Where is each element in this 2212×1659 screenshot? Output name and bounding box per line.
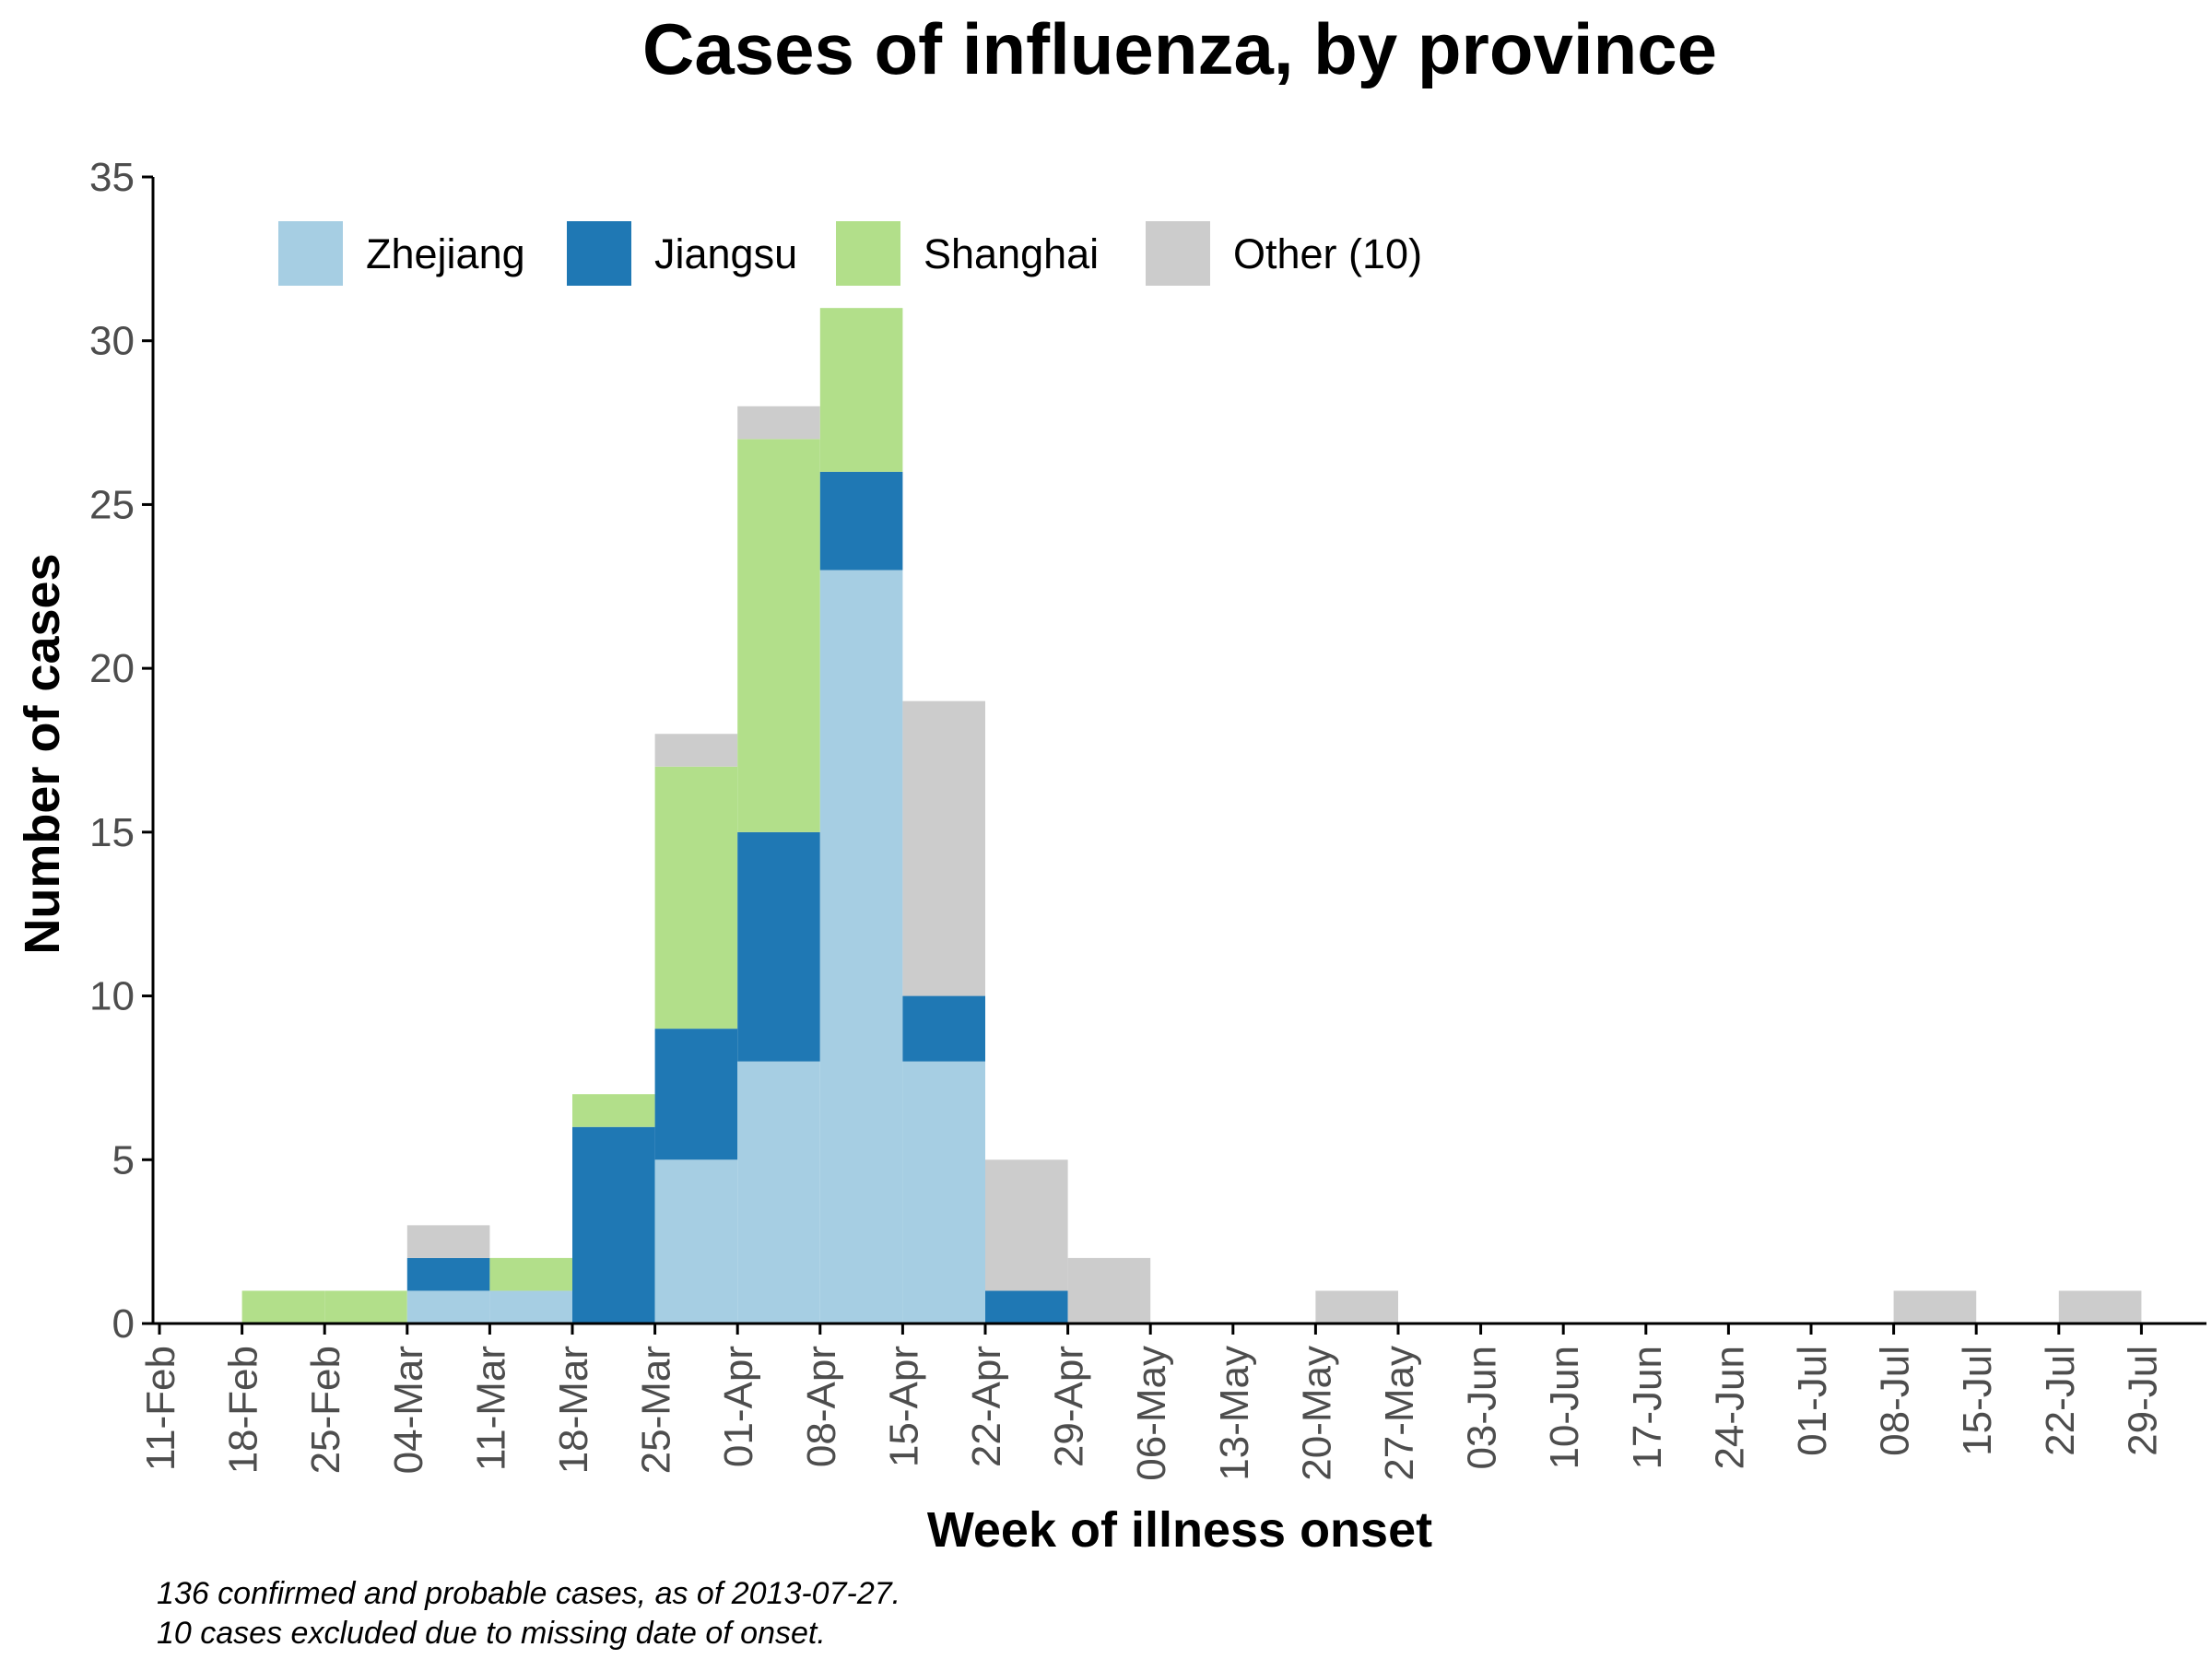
- x-axis-ticks: 11-Feb 18-Feb 25-Feb 04-Mar 11-Mar 18-Mar 25-M…: [138, 1324, 2165, 1481]
- legend-label-jiangsu: Jiangsu: [654, 230, 797, 277]
- y-tick-label: 10: [89, 974, 135, 1019]
- x-tick-label: 29-Apr: [1047, 1346, 1092, 1467]
- bar-zhejiang-25-mar: [654, 1159, 738, 1324]
- x-tick-label: 13-May: [1212, 1346, 1257, 1481]
- bar-other-10-22-apr: [985, 1159, 1068, 1291]
- x-tick-label: 15-Apr: [881, 1346, 926, 1467]
- legend-key-shanghai: [836, 221, 900, 286]
- legend: Zhejiang Jiangsu Shanghai Other (10): [278, 221, 1422, 286]
- bar-jiangsu-04-mar: [406, 1257, 490, 1291]
- bar-jiangsu-08-apr: [819, 471, 903, 571]
- y-axis-ticks: 0 5 10 15 20 25 30 35: [89, 155, 153, 1347]
- bar-zhejiang-01-apr: [737, 1061, 820, 1324]
- bar-shanghai-11-mar: [489, 1257, 572, 1291]
- x-tick-label: 01-Jul: [1790, 1346, 1835, 1456]
- x-tick-label: 08-Apr: [799, 1346, 844, 1467]
- bar-other-10-15-apr: [902, 700, 985, 996]
- bar-shanghai-08-apr: [819, 308, 903, 472]
- x-tick-label: 24-Jun: [1707, 1346, 1752, 1470]
- bar-jiangsu-15-apr: [902, 995, 985, 1062]
- bar-zhejiang-04-mar: [406, 1290, 490, 1324]
- y-tick-label: 35: [89, 155, 135, 200]
- legend-key-zhejiang: [278, 221, 343, 286]
- bar-zhejiang-11-mar: [489, 1290, 572, 1324]
- legend-key-other-10: [1146, 221, 1210, 286]
- bar-shanghai-25-mar: [654, 766, 738, 1030]
- x-tick-label: 10-Jun: [1542, 1346, 1587, 1470]
- x-tick-label: 15-Jul: [1955, 1346, 2000, 1456]
- legend-label-zhejiang: Zhejiang: [366, 230, 525, 277]
- bar-other-10-01-apr: [737, 406, 820, 440]
- x-tick-label: 18-Mar: [551, 1346, 596, 1474]
- legend-label-other-10: Other (10): [1233, 230, 1422, 277]
- x-tick-label: 01-Apr: [716, 1346, 761, 1467]
- bar-shanghai-25-feb: [324, 1290, 407, 1324]
- x-tick-label: 22-Jul: [2038, 1346, 2083, 1456]
- caption-line-2: 10 cases excluded due to missing date of…: [157, 1616, 826, 1651]
- x-tick-label: 22-Apr: [964, 1346, 1009, 1467]
- bar-jiangsu-18-mar: [572, 1126, 655, 1324]
- bar-shanghai-01-apr: [737, 439, 820, 832]
- y-tick-label: 5: [112, 1137, 135, 1182]
- bar-other-10-20-may: [1315, 1290, 1398, 1324]
- x-axis-label: Week of illness onset: [927, 1502, 1432, 1558]
- y-tick-label: 15: [89, 810, 135, 855]
- bar-jiangsu-01-apr: [737, 831, 820, 1062]
- x-tick-label: 04-Mar: [386, 1346, 431, 1474]
- chart-title: Cases of influenza, by province: [642, 8, 1717, 89]
- x-tick-label: 20-May: [1294, 1346, 1339, 1481]
- bar-jiangsu-25-mar: [654, 1029, 738, 1160]
- bar-other-10-22-jul: [2058, 1290, 2142, 1324]
- bar-jiangsu-22-apr: [985, 1290, 1068, 1324]
- y-tick-label: 25: [89, 482, 135, 527]
- y-tick-label: 0: [112, 1301, 135, 1347]
- x-tick-label: 27-May: [1377, 1346, 1422, 1481]
- x-tick-label: 03-Jun: [1460, 1346, 1505, 1470]
- y-axis-label: Number of cases: [15, 553, 70, 954]
- bar-other-10-08-jul: [1893, 1290, 1977, 1324]
- x-tick-label: 25-Mar: [634, 1346, 679, 1474]
- x-tick-label: 11-Mar: [468, 1346, 513, 1471]
- legend-label-shanghai: Shanghai: [924, 230, 1099, 277]
- x-tick-label: 17-Jun: [1625, 1346, 1670, 1470]
- caption-line-1: 136 confirmed and probable cases, as of …: [157, 1576, 900, 1611]
- bar-shanghai-18-feb: [241, 1290, 325, 1324]
- x-tick-label: 08-Jul: [1873, 1346, 1918, 1456]
- legend-key-jiangsu: [567, 221, 631, 286]
- bar-other-10-29-apr: [1067, 1257, 1151, 1324]
- x-tick-label: 18-Feb: [221, 1346, 266, 1474]
- y-tick-label: 20: [89, 646, 135, 691]
- bar-zhejiang-08-apr: [819, 570, 903, 1324]
- bar-shanghai-18-mar: [572, 1094, 655, 1127]
- x-tick-label: 25-Feb: [303, 1346, 348, 1474]
- x-tick-label: 06-May: [1129, 1346, 1174, 1481]
- x-tick-label: 29-Jul: [2120, 1346, 2165, 1456]
- y-tick-label: 30: [89, 319, 135, 364]
- bar-other-10-25-mar: [654, 734, 738, 767]
- bar-other-10-04-mar: [406, 1225, 490, 1258]
- bar-zhejiang-15-apr: [902, 1061, 985, 1324]
- bars-layer: [241, 308, 2142, 1324]
- x-tick-label: 11-Feb: [138, 1346, 183, 1471]
